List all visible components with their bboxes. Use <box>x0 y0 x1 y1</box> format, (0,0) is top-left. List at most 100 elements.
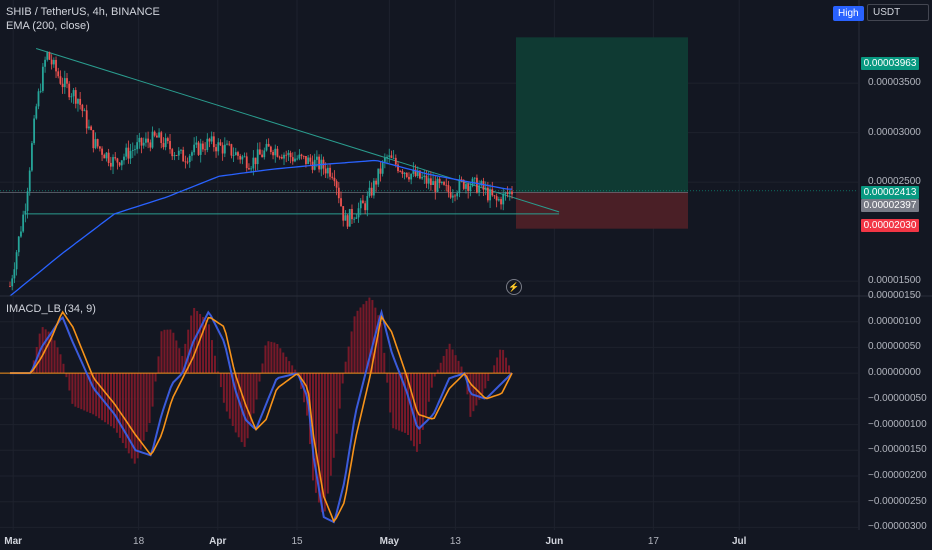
histogram-bar <box>436 369 439 374</box>
histogram-bar <box>65 373 68 378</box>
candle-body <box>438 178 441 183</box>
histogram-bar <box>487 373 490 381</box>
histogram-bar <box>222 373 225 403</box>
histogram-bar <box>187 329 190 374</box>
candle-body <box>331 176 334 178</box>
histogram-bar <box>383 352 386 374</box>
candle-body <box>206 138 209 151</box>
candle-body <box>98 146 101 149</box>
histogram-bar <box>335 373 338 434</box>
ema-legend[interactable]: EMA (200, close) <box>6 20 90 32</box>
candle-body <box>44 59 46 67</box>
histogram-bar <box>270 341 273 374</box>
candle-body <box>145 138 147 143</box>
histogram-bar <box>424 373 427 416</box>
histogram-bar <box>77 373 80 408</box>
symbol-title[interactable]: SHIB / TetherUS, 4h, BINANCE <box>6 6 160 18</box>
candle-body <box>259 149 261 155</box>
candle-body <box>57 71 60 77</box>
histogram-bar <box>395 373 398 430</box>
candle-body <box>447 185 450 193</box>
price-candles <box>9 51 513 291</box>
candle-body <box>508 191 511 195</box>
histogram-bar <box>234 373 237 433</box>
time-axis-tick: 13 <box>449 536 461 547</box>
candle-body <box>375 180 377 185</box>
histogram-bar <box>199 314 202 374</box>
candle-body <box>326 167 329 174</box>
candle-body <box>465 184 467 189</box>
replay-icon[interactable]: ⚡ <box>506 279 522 295</box>
candle-body <box>61 83 64 88</box>
histogram-bar <box>172 332 175 374</box>
time-axis-tick: Jun <box>545 536 564 547</box>
candle-body <box>20 231 22 237</box>
histogram-bar <box>291 365 294 374</box>
candle-body <box>502 193 505 205</box>
histogram-bar <box>231 373 234 426</box>
currency-button[interactable]: USDT <box>867 4 929 21</box>
candle-body <box>169 141 171 150</box>
histogram-bar <box>377 315 380 374</box>
histogram-bar <box>163 329 166 374</box>
high-button[interactable]: High <box>833 6 864 21</box>
candle-body <box>136 142 139 150</box>
histogram-bar <box>481 373 484 395</box>
candle-body <box>88 126 90 129</box>
candle-body <box>103 154 106 159</box>
candle-body <box>94 139 97 149</box>
histogram-bar <box>86 373 89 412</box>
histogram-bar <box>216 371 219 374</box>
signal-line <box>10 310 513 523</box>
candle-body <box>346 215 349 227</box>
price-axis-tick: 0.00002500 <box>868 176 921 188</box>
candle-body <box>142 142 145 146</box>
candle-body <box>234 152 237 156</box>
candle-body <box>81 104 84 111</box>
long-position-profit-zone[interactable] <box>516 37 688 193</box>
candle-body <box>248 168 250 170</box>
candle-body <box>204 149 207 151</box>
candle-body <box>403 172 406 174</box>
macd-legend[interactable]: IMACD_LB (34, 9) <box>6 303 96 315</box>
histogram-bar <box>332 373 335 458</box>
candle-body <box>230 144 233 156</box>
histogram-bar <box>210 340 213 374</box>
candle-body <box>305 156 307 165</box>
candle-body <box>289 152 292 158</box>
candle-body <box>381 161 384 174</box>
histogram-bar <box>205 320 208 374</box>
histogram-bar <box>166 329 169 374</box>
candle-body <box>357 208 360 218</box>
candle-body <box>261 154 263 158</box>
histogram-bar <box>267 341 270 374</box>
candle-body <box>164 138 167 148</box>
candle-body <box>263 150 266 158</box>
histogram-bar <box>415 373 418 452</box>
candle-body <box>41 66 44 91</box>
histogram-bar <box>368 297 371 374</box>
candle-body <box>63 78 66 88</box>
candle-body <box>419 170 421 179</box>
candle-body <box>37 91 40 107</box>
long-position-loss-zone[interactable] <box>516 192 688 229</box>
candle-body <box>416 170 419 177</box>
candle-body <box>239 155 242 160</box>
histogram-bar <box>460 366 463 374</box>
macd-axis-tick: 0.00000050 <box>868 341 921 353</box>
last-price-tag: 0.00002413 <box>861 186 919 199</box>
histogram-bar <box>130 373 133 459</box>
candle-body <box>302 155 305 157</box>
histogram-bar <box>261 363 264 374</box>
histogram-bar <box>454 355 457 374</box>
candle-body <box>445 184 448 186</box>
histogram-bar <box>50 333 53 374</box>
histogram-bar <box>433 373 436 377</box>
candle-body <box>245 156 248 169</box>
price-axis-tick: 0.00003500 <box>868 77 921 89</box>
candle-body <box>353 218 356 220</box>
histogram-bar <box>133 373 136 464</box>
candle-body <box>250 168 253 170</box>
candle-body <box>337 187 340 199</box>
